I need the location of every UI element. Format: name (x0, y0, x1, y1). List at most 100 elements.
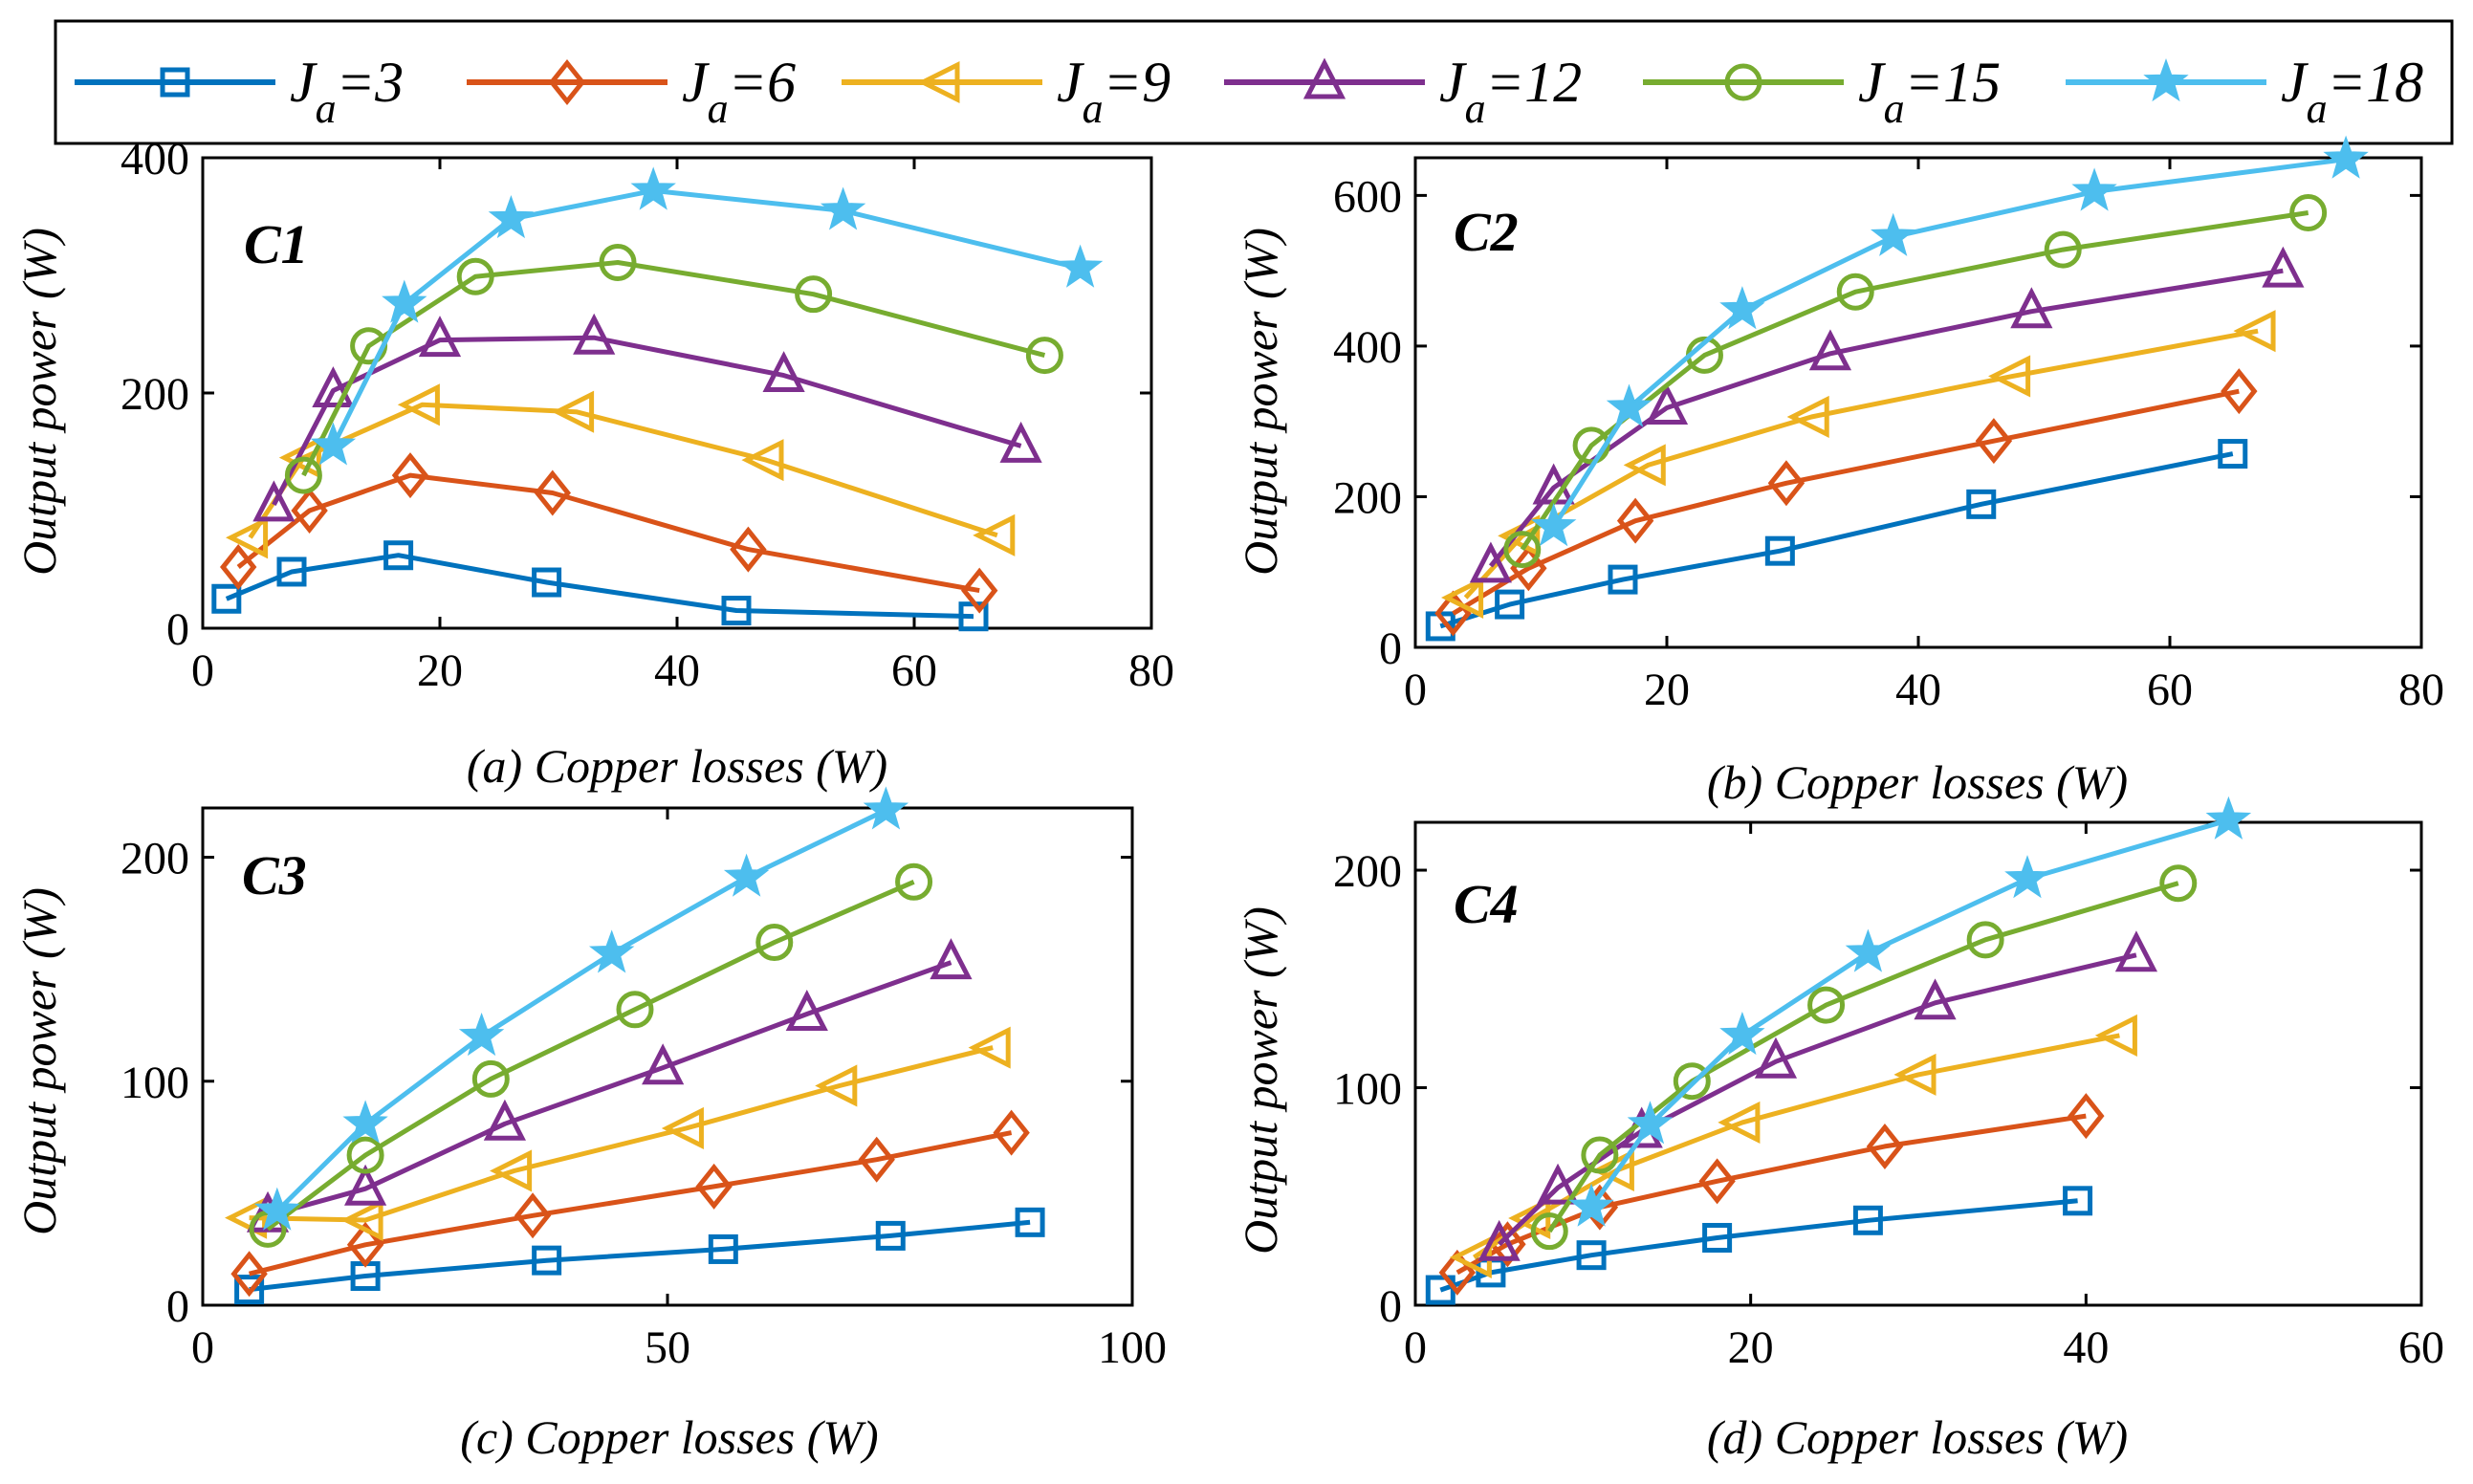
data-point (1568, 1183, 1614, 1227)
data-point (960, 567, 998, 614)
y-tick-label: 200 (120, 834, 189, 884)
data-point (346, 1136, 384, 1174)
data-point (2004, 855, 2050, 899)
data-point (863, 786, 909, 830)
data-point (741, 439, 784, 482)
data-point (226, 516, 269, 559)
data-point (755, 924, 794, 962)
data-point (762, 351, 805, 393)
data-point (2221, 368, 2258, 415)
series (1503, 194, 2328, 569)
data-point (225, 1196, 268, 1239)
legend-marker (2143, 58, 2189, 102)
data-point (573, 313, 616, 355)
data-point (1893, 1053, 1937, 1096)
data-point (219, 544, 257, 591)
x-tick-label: 20 (1644, 665, 1690, 715)
y-tick-label: 200 (1333, 472, 1402, 523)
x-tick-label: 60 (2398, 1322, 2444, 1373)
data-point (1606, 383, 1652, 427)
data-point (642, 1043, 685, 1085)
data-point (1489, 1221, 1526, 1268)
data-point (456, 257, 494, 295)
panel-title: C2 (1454, 201, 1519, 263)
data-point (2233, 310, 2276, 353)
data-point (230, 1251, 268, 1298)
legend-item: Ja=3 (75, 51, 404, 132)
data-point (532, 567, 562, 598)
x-tick-label: 20 (1728, 1322, 1774, 1373)
y-tick-label: 100 (1333, 1064, 1402, 1115)
data-point (1719, 286, 1765, 330)
series (253, 786, 909, 1231)
data-point (1441, 576, 1484, 620)
y-axis-label: Output power (W) (12, 887, 66, 1235)
data-point (1508, 1196, 1551, 1240)
series-line (1455, 1113, 2087, 1276)
x-tick-label: 0 (1404, 1322, 1427, 1373)
legend-label: Ja=3 (290, 51, 404, 132)
data-point (1645, 383, 1689, 426)
data-point (1718, 1101, 1761, 1144)
data-point (1057, 244, 1104, 288)
data-point (1975, 418, 2013, 465)
data-point (1608, 564, 1638, 595)
data-point (2262, 246, 2305, 288)
x-axis-label: (b) Copper losses (W) (1707, 755, 2128, 809)
data-point (1966, 489, 1997, 519)
data-point (471, 1059, 510, 1098)
data-point (310, 422, 357, 466)
data-point (2159, 864, 2198, 903)
data-point (211, 583, 242, 614)
data-point (820, 186, 866, 230)
x-tick-label: 40 (654, 645, 700, 696)
data-point (1530, 503, 1577, 547)
data-point (252, 480, 295, 522)
data-point (234, 1275, 265, 1305)
series-line (272, 335, 1022, 507)
data-point (695, 1163, 733, 1210)
data-point (875, 1220, 906, 1251)
x-tick-label: 40 (1895, 665, 1941, 715)
series-line (236, 472, 980, 594)
y-tick-label: 0 (1379, 623, 1402, 674)
series-line (266, 880, 915, 1232)
data-point (1754, 1037, 1798, 1079)
data-point (930, 938, 973, 980)
data-point (1988, 355, 2031, 398)
data-point (532, 1245, 562, 1276)
y-tick-label: 400 (120, 134, 189, 185)
data-point (588, 929, 635, 973)
data-point (534, 469, 572, 516)
data-point (382, 279, 427, 323)
x-tick-label: 60 (891, 645, 937, 696)
data-point (458, 1012, 505, 1057)
data-point (2071, 167, 2117, 211)
y-tick-label: 100 (120, 1058, 189, 1108)
data-point (418, 316, 462, 358)
data-point (2289, 194, 2328, 232)
data-point (858, 1136, 895, 1183)
panel-title: C3 (242, 844, 307, 906)
data-point (2044, 230, 2082, 269)
data-point (1871, 212, 1916, 256)
data-point (1836, 273, 1874, 311)
x-axis-label: (c) Copper losses (W) (460, 1410, 878, 1464)
y-tick-label: 200 (120, 369, 189, 420)
y-axis-label: Output power (W) (1234, 906, 1287, 1255)
data-point (488, 195, 535, 239)
legend-item: Ja=12 (1224, 51, 1582, 132)
series-line (301, 260, 1046, 477)
data-point (552, 390, 595, 433)
panel-c2: (b) Copper losses (W) Output power (W) 0… (1234, 135, 2444, 809)
series (284, 243, 1063, 494)
x-tick-label: 40 (2063, 1322, 2109, 1373)
data-point (1914, 978, 1957, 1020)
y-axis-label: Output power (W) (12, 228, 66, 576)
y-tick-label: 400 (1333, 322, 1402, 373)
series-line (248, 402, 998, 539)
legend-marker (1724, 63, 1762, 101)
legend-label: Ja=18 (2281, 51, 2423, 132)
series (1568, 796, 2252, 1227)
series-line (275, 808, 887, 1213)
